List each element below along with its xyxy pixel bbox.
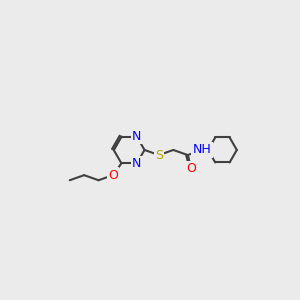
Text: N: N — [132, 130, 142, 143]
Text: NH: NH — [193, 143, 211, 157]
Text: O: O — [186, 162, 196, 175]
Text: N: N — [132, 157, 142, 170]
Text: S: S — [155, 148, 163, 161]
Text: O: O — [108, 169, 118, 182]
